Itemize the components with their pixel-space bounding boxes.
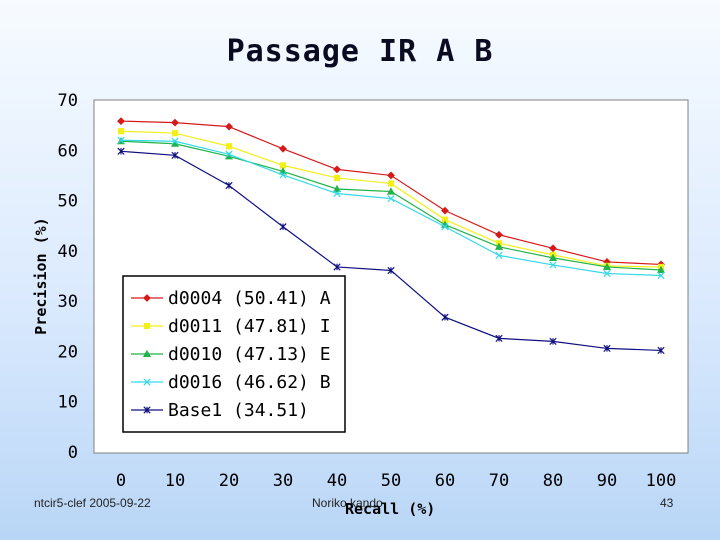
series-3-point-3 <box>279 171 287 179</box>
x-tick-label-5: 50 <box>381 471 401 491</box>
series-3-point-4 <box>333 189 341 198</box>
x-tick-label-7: 70 <box>489 471 509 491</box>
legend-marker-1 <box>143 322 151 330</box>
legend-marker-3 <box>143 378 151 386</box>
x-tick-label-8: 80 <box>543 471 563 491</box>
series-3-point-10-b <box>657 271 665 280</box>
series-3-point-6 <box>441 223 449 231</box>
x-tick-label-9: 90 <box>597 471 617 491</box>
series-0-point-1 <box>171 118 179 127</box>
series-0-point-8 <box>549 244 557 253</box>
series-0-point-7 <box>495 230 503 239</box>
y-tick-label-4: 40 <box>58 242 78 262</box>
y-tick-label-0: 0 <box>68 443 78 463</box>
series-3-point-7-b <box>495 251 503 260</box>
legend-label-2: d0010 (47.13) E <box>168 344 331 365</box>
series-3-point-0 <box>117 136 125 144</box>
series-4-point-9 <box>603 344 611 353</box>
series-0-point-5 <box>387 171 395 180</box>
legend-label-4: Base1 (34.51) <box>168 400 309 421</box>
series-0-point-6 <box>441 206 449 215</box>
x-tick-label-6: 60 <box>435 471 455 491</box>
series-4-point-3 <box>279 223 287 231</box>
y-axis-title: Precision (%) <box>32 217 50 334</box>
series-1-point-5 <box>387 180 395 187</box>
y-tick-label-7: 70 <box>58 91 78 111</box>
series-4-point-10 <box>657 346 665 355</box>
x-tick-label-1: 10 <box>165 471 185 491</box>
x-tick-label-0: 0 <box>116 471 126 491</box>
series-3-point-9 <box>603 269 611 278</box>
series-2-point-7 <box>494 242 504 250</box>
series-1-point-2 <box>225 143 233 150</box>
legend-label-3: d0016 (46.62) B <box>168 372 331 393</box>
legend-label-1: d0011 (47.81) I <box>168 316 331 337</box>
series-3-point-1-b <box>171 137 179 145</box>
series-3-point-1 <box>171 137 179 145</box>
series-4-point-1 <box>171 151 179 159</box>
series-3-point-9-b <box>603 269 611 278</box>
series-2-point-10 <box>656 265 666 274</box>
series-0-point-3 <box>279 144 287 153</box>
page-number: 43 <box>660 496 674 510</box>
legend-label-0: d0004 (50.41) A <box>168 288 331 309</box>
x-tick-label-10: 100 <box>646 471 677 491</box>
series-4-point-2 <box>225 181 233 190</box>
series-3-point-7 <box>495 251 503 260</box>
series-0-point-0 <box>117 117 125 126</box>
y-tick-label-1: 10 <box>58 393 78 413</box>
footer-left: ntcir5-clef 2005-09-22 <box>34 496 151 510</box>
legend: d0004 (50.41) A d0011 (47.81) I d0010 (47.… <box>122 275 346 433</box>
series-1-point-1 <box>171 130 179 137</box>
series-2-point-5 <box>386 187 396 195</box>
series-1-point-0 <box>117 128 125 135</box>
series-3-point-8-b <box>549 261 557 269</box>
series-3-point-8 <box>549 261 557 269</box>
series-0-point-4 <box>333 165 341 174</box>
y-tick-label-6: 60 <box>58 141 78 161</box>
series-3-point-0-b <box>117 136 125 144</box>
series-2-point-4 <box>332 184 342 193</box>
y-tick-label-3: 30 <box>58 292 78 312</box>
x-axis-title: Recall (%) <box>345 500 436 518</box>
series-1-point-4 <box>333 174 341 182</box>
legend-marker-4 <box>143 406 151 414</box>
series-3-point-10 <box>657 271 665 280</box>
series-4-point-4 <box>333 263 341 271</box>
y-tick-label-5: 50 <box>58 192 78 212</box>
series-3-point-2-b <box>225 150 233 158</box>
x-tick-label-3: 30 <box>273 471 293 491</box>
y-tick-label-2: 20 <box>58 342 78 362</box>
legend-marker-0 <box>143 294 151 302</box>
series-3-point-2 <box>225 150 233 158</box>
series-2-point-8 <box>548 253 558 261</box>
series-4-point-5 <box>387 266 395 275</box>
slide-title: Passage IR A B <box>226 34 494 69</box>
series-2-point-9 <box>602 262 612 271</box>
series-3-point-3-b <box>279 171 287 179</box>
series-4-point-8 <box>549 337 557 345</box>
axis-layer: 0 10 20 30 40 50 60 70 0 10 20 30 40 50 60 70 80 90 100 <box>58 91 677 491</box>
series-3-point-6-b <box>441 223 449 231</box>
legend-marker-2 <box>142 349 152 358</box>
series-4-point-6 <box>441 313 449 321</box>
footer-center: Noriko kando <box>312 496 383 510</box>
series-layer <box>116 117 666 355</box>
legend-marker-3-b <box>143 378 151 386</box>
series-3-point-4-b <box>333 189 341 198</box>
series-0-point-2 <box>225 122 233 131</box>
series-4-point-7 <box>495 334 503 342</box>
series-3-point-5-b <box>387 194 395 203</box>
x-tick-label-4: 40 <box>327 471 347 491</box>
x-tick-label-2: 20 <box>219 471 239 491</box>
series-4-point-0 <box>117 147 125 155</box>
series-3-point-5 <box>387 194 395 203</box>
